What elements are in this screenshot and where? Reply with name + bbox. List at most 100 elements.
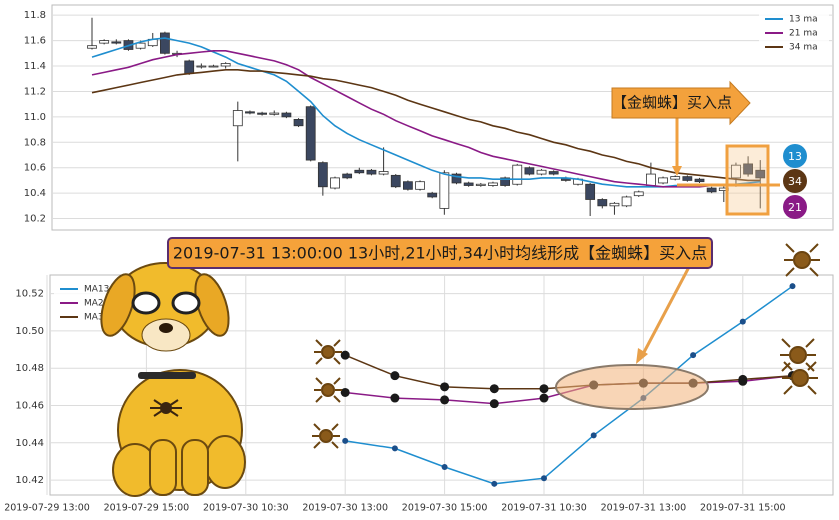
candle-body	[99, 40, 110, 44]
candle-body	[87, 45, 97, 49]
legend-label: 13 ma	[789, 15, 818, 25]
y-tick-label: 11.8	[24, 10, 46, 21]
candle-body	[208, 65, 219, 68]
candle-body	[232, 110, 243, 127]
candle-body	[621, 196, 632, 207]
plot-frame	[51, 4, 834, 231]
y-tick-label: 10.42	[15, 475, 44, 486]
ma-point	[489, 399, 499, 409]
highlight-box	[725, 144, 770, 216]
ma-point	[441, 464, 448, 471]
candle-body	[111, 41, 122, 44]
y-tick-label: 10.8	[24, 137, 46, 148]
candle-body	[269, 112, 280, 115]
candle-body	[427, 192, 438, 198]
candle-body	[463, 182, 474, 186]
candle-body	[196, 65, 207, 68]
ma-point	[340, 387, 350, 397]
ma-point	[440, 382, 450, 392]
y-tick-label: 10.44	[15, 438, 44, 449]
candle-body	[755, 169, 766, 179]
ma-line	[91, 37, 761, 188]
ma-point	[738, 374, 748, 384]
candle-body	[706, 187, 717, 193]
ma-badge	[783, 169, 807, 193]
annotations: 【金蜘蛛】买入点 13 34 21	[612, 94, 807, 219]
legend-label: 21 ma	[789, 29, 818, 39]
x-tick-label: 2019-07-29 13:00	[4, 503, 90, 514]
candle-body	[694, 178, 705, 183]
y-tick-label: 10.2	[24, 214, 46, 225]
ma-badge-label: 21	[788, 201, 802, 214]
x-tick-label: 2019-07-31 15:00	[700, 503, 786, 514]
ma-point	[391, 445, 398, 452]
candle-body	[512, 164, 523, 185]
x-tick-label: 2019-07-31 13:00	[601, 503, 687, 514]
candle-body	[330, 177, 340, 189]
ma-line	[91, 69, 761, 182]
arrow-head	[672, 166, 682, 176]
ma-point	[340, 350, 350, 360]
y-tick-label: 10.48	[15, 363, 44, 374]
spider-icons	[312, 243, 820, 449]
candle-body	[293, 119, 304, 127]
candle-body	[488, 182, 498, 186]
ma-point	[539, 393, 549, 403]
candle-body	[609, 202, 620, 207]
ma-point	[789, 283, 796, 290]
ma-badge-label: 13	[788, 150, 802, 163]
candle-body	[475, 183, 486, 186]
candle-body	[378, 171, 389, 175]
candle-body	[585, 183, 596, 200]
x-tick-label: 2019-07-31 10:30	[501, 503, 587, 514]
candle-body	[159, 32, 170, 54]
ma-badge	[783, 144, 807, 168]
candle-body	[524, 167, 535, 175]
signal-label: 【金蜘蛛】买入点	[612, 94, 732, 112]
candle-body	[245, 111, 255, 114]
ma-point	[390, 371, 400, 381]
ma-point	[440, 395, 450, 405]
y-tick-label: 10.52	[15, 289, 44, 300]
x-tick-label: 2019-07-30 15:00	[402, 503, 488, 514]
y-tick-label: 11.2	[24, 86, 46, 97]
candle-body	[670, 176, 681, 180]
legend-label: MA21	[84, 299, 109, 309]
candle-body	[135, 42, 146, 49]
y-tick-label: 11.6	[24, 36, 46, 47]
ma-line	[91, 50, 761, 188]
candle-body	[390, 174, 401, 188]
ma-point	[390, 393, 400, 403]
candle-body	[500, 177, 511, 186]
candle-body	[281, 112, 292, 118]
candle-body	[731, 164, 741, 179]
candle-body	[597, 199, 608, 207]
legend-label: MA34	[84, 313, 110, 323]
candle-body	[646, 173, 656, 186]
y-tick-label: 10.6	[24, 163, 46, 174]
ma-point	[539, 384, 549, 394]
candle-body	[305, 106, 316, 161]
x-tick-label: 2019-07-30 13:00	[302, 503, 388, 514]
x-tick-label: 2019-07-30 10:30	[203, 503, 289, 514]
candle-body	[658, 177, 668, 184]
candle-body	[743, 163, 753, 175]
ma-point	[739, 318, 746, 325]
ma-point	[489, 384, 499, 394]
dog-illustration	[100, 262, 246, 497]
candle-body	[317, 162, 328, 188]
candle-body	[536, 169, 547, 175]
y-tick-label: 10.46	[15, 401, 44, 412]
banner-box	[167, 237, 713, 269]
candle-body	[548, 171, 559, 175]
legend-label: MA13	[84, 285, 109, 295]
candle-body	[366, 169, 377, 175]
x-tick-label: 2019-07-29 15:00	[104, 503, 190, 514]
ma-point	[590, 432, 597, 439]
ma-badge-label: 34	[788, 175, 802, 188]
candle-body	[439, 172, 450, 209]
signal-callout	[611, 80, 751, 126]
candle-body	[184, 60, 195, 75]
candle-body	[451, 173, 462, 184]
